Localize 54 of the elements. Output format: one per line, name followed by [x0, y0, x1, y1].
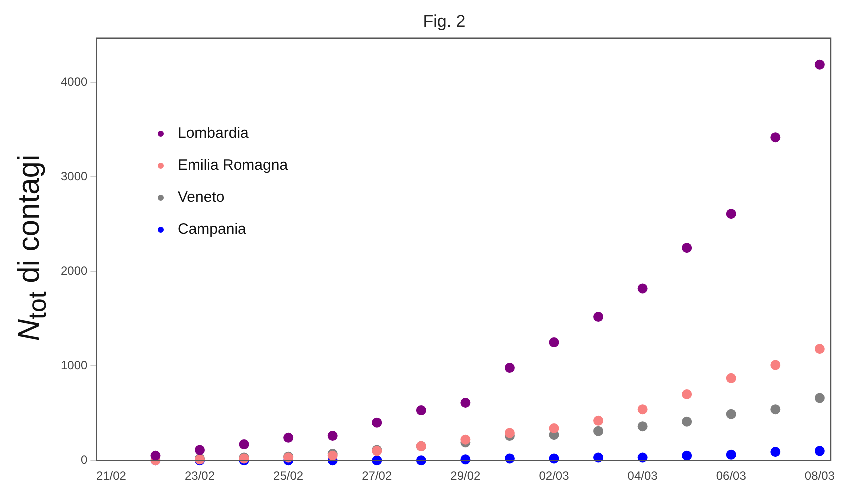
- y-tick-label: 1000: [60, 358, 88, 372]
- point: [638, 404, 648, 415]
- point: [549, 338, 560, 348]
- point: [328, 431, 338, 442]
- point: [239, 440, 250, 450]
- point: [682, 243, 692, 254]
- point: [682, 416, 692, 427]
- point: [770, 447, 781, 458]
- point: [770, 360, 781, 370]
- x-tick-label: 04/03: [628, 469, 658, 484]
- point: [682, 450, 692, 461]
- x-tick-label: 08/03: [804, 469, 836, 484]
- point: [416, 406, 426, 416]
- point: [726, 450, 736, 460]
- point: [460, 434, 471, 445]
- legend-label: Lombardia: [178, 124, 249, 144]
- legend-label: Veneto: [178, 188, 225, 208]
- point: [504, 428, 515, 438]
- point: [638, 422, 648, 432]
- point: [814, 446, 825, 456]
- point: [594, 426, 604, 436]
- point: [770, 132, 781, 143]
- legend-label: Emilia Romagna: [178, 156, 288, 176]
- point: [284, 432, 294, 443]
- point: [549, 423, 560, 434]
- point: [460, 398, 471, 408]
- chart-title: Fig. 2: [423, 12, 466, 31]
- point: [504, 363, 515, 374]
- point: [372, 418, 382, 428]
- point: [726, 373, 736, 384]
- y-tick-label: 0: [81, 452, 88, 467]
- point: [814, 393, 825, 404]
- x-tick-label: 06/03: [716, 469, 747, 484]
- point: [726, 209, 736, 220]
- point: [638, 284, 648, 294]
- point: [814, 344, 825, 354]
- x-tick-label: 21/02: [96, 469, 127, 484]
- point: [594, 416, 604, 426]
- point: [770, 404, 781, 415]
- x-tick-label: 23/02: [185, 469, 216, 484]
- y-tick-label: 4000: [60, 75, 88, 90]
- point: [682, 389, 692, 400]
- point: [726, 409, 736, 420]
- x-tick-label: 29/02: [450, 469, 482, 484]
- y-tick-label: 2000: [60, 264, 88, 278]
- x-tick-label: 02/03: [539, 469, 570, 484]
- y-tick-label: 3000: [60, 170, 88, 184]
- legend-label: Campania: [178, 220, 246, 240]
- point: [150, 450, 161, 461]
- point: [195, 445, 206, 456]
- x-tick-label: 27/02: [362, 469, 392, 484]
- x-tick-label: 25/02: [274, 469, 304, 484]
- point: [814, 60, 825, 70]
- point: [594, 312, 604, 322]
